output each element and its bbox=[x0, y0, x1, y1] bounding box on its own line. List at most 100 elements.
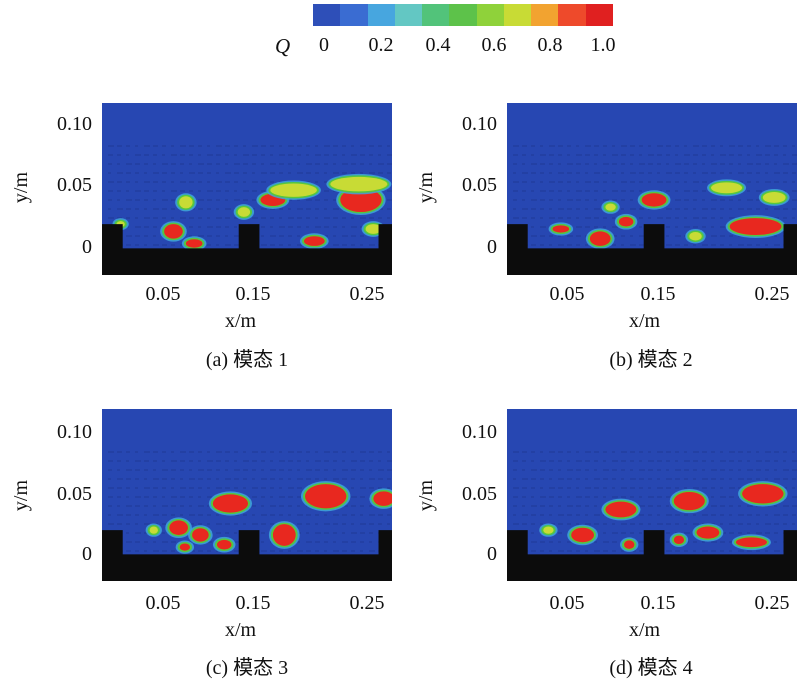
vortex-core bbox=[179, 196, 193, 209]
y-axis-label: y/m bbox=[10, 479, 33, 512]
vortex-core bbox=[624, 540, 635, 549]
rib bbox=[783, 530, 797, 581]
vortex-core bbox=[216, 539, 232, 550]
colorbar-tick: 0 bbox=[319, 34, 329, 56]
heatmap-b bbox=[507, 103, 797, 275]
colorbar-segment bbox=[394, 4, 423, 26]
xtick: 0.25 bbox=[754, 283, 790, 305]
ytick: 0 bbox=[82, 236, 92, 258]
rib bbox=[643, 530, 665, 581]
rib bbox=[238, 224, 260, 275]
vortex-core bbox=[589, 231, 611, 246]
vortex-core bbox=[605, 501, 637, 518]
vortex-core bbox=[272, 524, 296, 546]
colorbar-tick: 1.0 bbox=[590, 34, 616, 56]
rib bbox=[238, 530, 260, 581]
vortex-core bbox=[543, 526, 554, 534]
vortex-core bbox=[641, 193, 667, 207]
vortex-core bbox=[689, 232, 702, 241]
rib bbox=[643, 224, 665, 275]
colorbar bbox=[313, 4, 613, 26]
ytick: 0.05 bbox=[57, 483, 92, 505]
rib bbox=[783, 224, 797, 275]
colorbar-segment bbox=[367, 4, 395, 26]
vortex-core bbox=[303, 236, 325, 246]
vortex-core bbox=[711, 182, 743, 194]
vortex-core bbox=[618, 216, 634, 227]
colorbar-segment bbox=[531, 4, 559, 26]
xtick: 0.05 bbox=[549, 283, 585, 305]
colorbar-segment bbox=[585, 4, 613, 26]
vortex-core bbox=[605, 203, 616, 211]
colorbar-tick: 0.6 bbox=[481, 34, 507, 56]
ytick: 0.05 bbox=[462, 174, 497, 196]
vortex-core bbox=[305, 484, 347, 509]
colorbar-segment bbox=[340, 4, 368, 26]
x-axis-label: x/m bbox=[629, 310, 661, 332]
vortex-core bbox=[735, 537, 767, 548]
rib bbox=[507, 530, 528, 581]
rib bbox=[102, 530, 123, 581]
ytick: 0.10 bbox=[462, 113, 497, 135]
vortex-core bbox=[270, 183, 317, 197]
y-axis-label: y/m bbox=[415, 479, 438, 512]
rib bbox=[378, 224, 392, 275]
colorbar-segment bbox=[313, 4, 341, 26]
ytick: 0.05 bbox=[57, 174, 92, 196]
vortex-core bbox=[179, 543, 191, 551]
vortex-core bbox=[330, 176, 388, 192]
vortex-core bbox=[571, 527, 594, 543]
colorbar-tick: 0.4 bbox=[425, 34, 451, 56]
xtick: 0.05 bbox=[145, 592, 181, 614]
panel-caption: (b) 模态 2 bbox=[609, 349, 693, 371]
rib bbox=[507, 224, 528, 275]
xtick: 0.25 bbox=[754, 592, 790, 614]
vortex-core bbox=[212, 494, 249, 513]
vortex-core bbox=[365, 224, 382, 234]
x-axis-label: x/m bbox=[225, 310, 257, 332]
colorbar-tick: 0.2 bbox=[368, 34, 394, 56]
vortex-core bbox=[673, 491, 705, 511]
vortex-core bbox=[149, 526, 158, 534]
ytick: 0.10 bbox=[57, 113, 92, 135]
vortex-core bbox=[164, 224, 183, 239]
x-axis-label: x/m bbox=[629, 619, 661, 641]
panel-caption: (d) 模态 4 bbox=[609, 657, 693, 679]
vortex-core bbox=[169, 520, 188, 535]
xtick: 0.15 bbox=[235, 592, 271, 614]
ytick: 0.10 bbox=[462, 421, 497, 443]
xtick: 0.05 bbox=[145, 283, 181, 305]
vortex-core bbox=[192, 528, 209, 542]
colorbar-segment bbox=[476, 4, 504, 26]
vortex-core bbox=[552, 225, 570, 233]
heatmap-c bbox=[102, 409, 392, 581]
vortex-core bbox=[373, 491, 392, 506]
colorbar-variable-label: Q bbox=[275, 34, 291, 58]
ytick: 0.10 bbox=[57, 421, 92, 443]
ytick: 0 bbox=[487, 543, 497, 565]
ytick: 0 bbox=[82, 543, 92, 565]
panel-caption: (a) 模态 1 bbox=[205, 349, 289, 371]
vortex-core bbox=[185, 239, 203, 248]
colorbar-tick: 0.8 bbox=[537, 34, 563, 56]
xtick: 0.25 bbox=[349, 592, 385, 614]
rib bbox=[102, 224, 123, 275]
y-axis-label: y/m bbox=[415, 171, 438, 204]
vortex-core bbox=[673, 535, 685, 545]
colorbar-segment bbox=[449, 4, 477, 26]
x-axis-label: x/m bbox=[225, 619, 257, 641]
velocity-vectors bbox=[108, 145, 392, 246]
vortex-core bbox=[762, 192, 786, 203]
xtick: 0.15 bbox=[640, 592, 676, 614]
panel-caption: (c) 模态 3 bbox=[205, 657, 289, 679]
heatmap-d bbox=[507, 409, 797, 581]
vortex-core bbox=[237, 207, 251, 217]
xtick: 0.15 bbox=[640, 283, 676, 305]
colorbar-segment bbox=[422, 4, 450, 26]
vortex-core bbox=[696, 526, 720, 539]
xtick: 0.15 bbox=[235, 283, 271, 305]
xtick: 0.05 bbox=[549, 592, 585, 614]
ytick: 0.05 bbox=[462, 483, 497, 505]
ytick: 0 bbox=[487, 236, 497, 258]
xtick: 0.25 bbox=[349, 283, 385, 305]
